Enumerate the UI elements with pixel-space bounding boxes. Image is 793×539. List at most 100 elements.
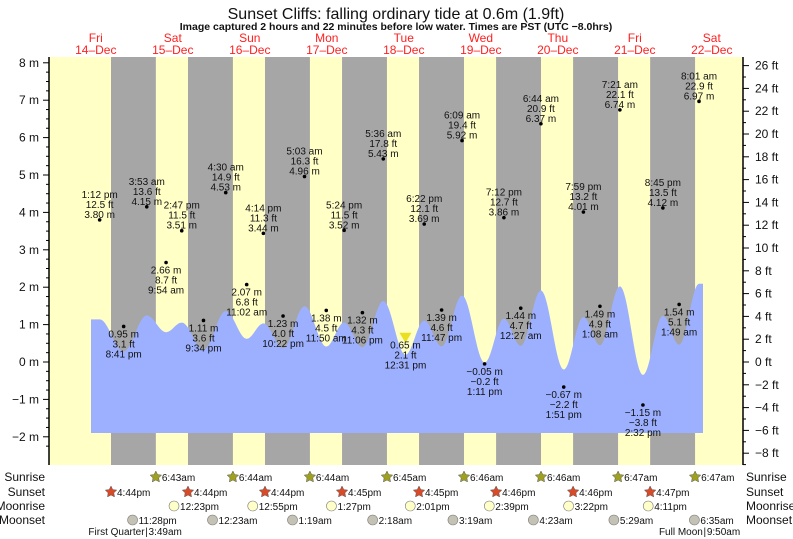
high-tide-label: 3.80 m [84,210,115,221]
sunrise-time: 6:44am [316,473,349,484]
sunset-icon [181,485,195,498]
moonset-icon [689,514,700,526]
current-tide-marker [399,332,412,343]
chart-title: Sunset Cliffs: falling ordinary tide at … [228,6,565,23]
low-tide-label: 10:22 pm [262,339,304,350]
high-tide-label: 6:09 am [444,111,480,122]
low-tide-label: 1:49 am [661,327,697,338]
moonset-time: 3:19am [459,516,492,527]
moonset-time: 2:18am [379,516,412,527]
high-tide-label: 7:21 am [602,80,638,91]
day-label-weekday: Sat [164,31,183,45]
low-tide-label: 1:08 am [582,329,618,340]
y-tick-label-ft: −8 ft [755,446,779,460]
moonset-time: 4:23am [539,516,572,527]
low-tide-label: 8.7 ft [155,276,177,287]
low-tide-label: 4.6 ft [430,323,452,334]
high-tide-label: 5:24 pm [326,200,362,211]
high-tide-label: 3.86 m [489,208,520,219]
tide-point [618,108,622,112]
low-tide-label: 12:31 pm [385,361,427,372]
low-tide-label: 3.1 ft [113,339,135,350]
moonrise-time: 12:55pm [259,502,298,513]
moonrise-time: 1:27pm [337,502,370,513]
sunset-time: 4:44pm [117,488,150,499]
y-tick-label-ft: −4 ft [755,401,779,415]
day-label-weekday: Tue [394,31,415,45]
low-tide-label: 0.65 m [390,341,421,352]
high-tide-label: 4.15 m [131,197,162,208]
low-tide-label: 4.9 ft [589,319,611,330]
high-tide-label: 3.44 m [248,223,279,234]
high-tide-label: 6.97 m [684,91,715,102]
y-tick-label-ft: 16 ft [755,173,779,187]
low-tide-label: 0.95 m [108,329,139,340]
moonrise-icon [247,500,259,512]
day-label-date: 19–Dec [460,43,501,57]
low-tide-label: 1.32 m [347,316,378,327]
tide-point [261,231,266,236]
tide-point [518,306,523,310]
day-label-weekday: Fri [628,31,642,45]
low-tide-label: 8:41 pm [106,349,142,360]
sunrise-row-label-right: Sunrise [746,470,787,484]
high-tide-label: 8:01 am [681,71,717,82]
low-tide-label: 4.7 ft [510,321,532,332]
moonset-icon [528,514,539,526]
low-tide-label: 1.39 m [426,313,457,324]
y-tick-label-m: 4 m [19,205,39,219]
low-tide-label: 3.6 ft [192,333,214,344]
tide-point [697,99,701,104]
low-tide-label: 2:32 pm [625,428,661,439]
y-tick-label-m: 6 m [19,131,39,145]
low-tide-label: 11:02 am [226,308,267,319]
sunrise-time: 6:45am [393,473,426,484]
low-tide-label: 4.0 ft [272,329,294,340]
moon-phase-separator: | [145,527,148,538]
sunrise-row-label: Sunrise [4,470,45,484]
y-tick-label-ft: 2 ft [755,332,772,346]
tide-point [422,222,427,226]
low-tide-label: 1.11 m [189,323,219,334]
low-tide-label: 5.1 ft [668,317,690,328]
y-tick-label-m: 0 m [19,355,39,369]
low-tide-label: 12:27 am [500,331,542,342]
high-tide-label: 5:03 am [286,146,322,157]
day-label-date: 17–Dec [306,43,347,57]
high-tide-label: 20.9 ft [527,104,555,115]
sunrise-time: 6:47am [701,473,734,484]
y-tick-label-ft: 8 ft [755,264,772,278]
moonset-icon [608,514,620,526]
moonset-time: 12:23am [219,516,258,527]
low-tide-label: 1.49 m [585,309,616,320]
moon-phase-time: 9:50am [707,527,740,538]
day-label-date: 14–Dec [75,43,116,57]
low-tide-label: 11:47 pm [421,333,462,344]
chart-subtitle: Image captured 2 hours and 22 minutes be… [180,21,612,33]
moonrise-icon [168,500,180,512]
y-tick-label-m: 2 m [19,280,39,294]
day-label-weekday: Sat [703,31,722,45]
tide-area [91,283,703,434]
moonrise-time: 2:39pm [495,502,528,513]
high-tide-label: 13.6 ft [133,187,161,198]
low-tide-label: 4.5 ft [315,323,337,334]
tide-point [641,403,645,407]
day-label-weekday: Sun [239,31,260,45]
high-tide-label: 13.2 ft [570,192,598,203]
tide-point [381,157,386,161]
tide-point [342,228,346,233]
y-tick-label-ft: 0 ft [755,355,772,369]
sunrise-time: 6:46am [547,473,580,484]
tide-curve [91,283,703,434]
day-label-date: 20–Dec [537,43,578,57]
high-tide-label: 19.4 ft [448,121,476,132]
high-tide-label: 12.5 ft [86,200,114,211]
high-tide-label: 2:47 pm [164,201,200,212]
low-tide-label: 9:54 am [148,286,184,297]
y-tick-label-m: −1 m [12,392,39,406]
sunset-time: 4:44pm [271,488,304,499]
day-label-date: 15–Dec [152,43,193,57]
sunset-icon [335,485,349,498]
